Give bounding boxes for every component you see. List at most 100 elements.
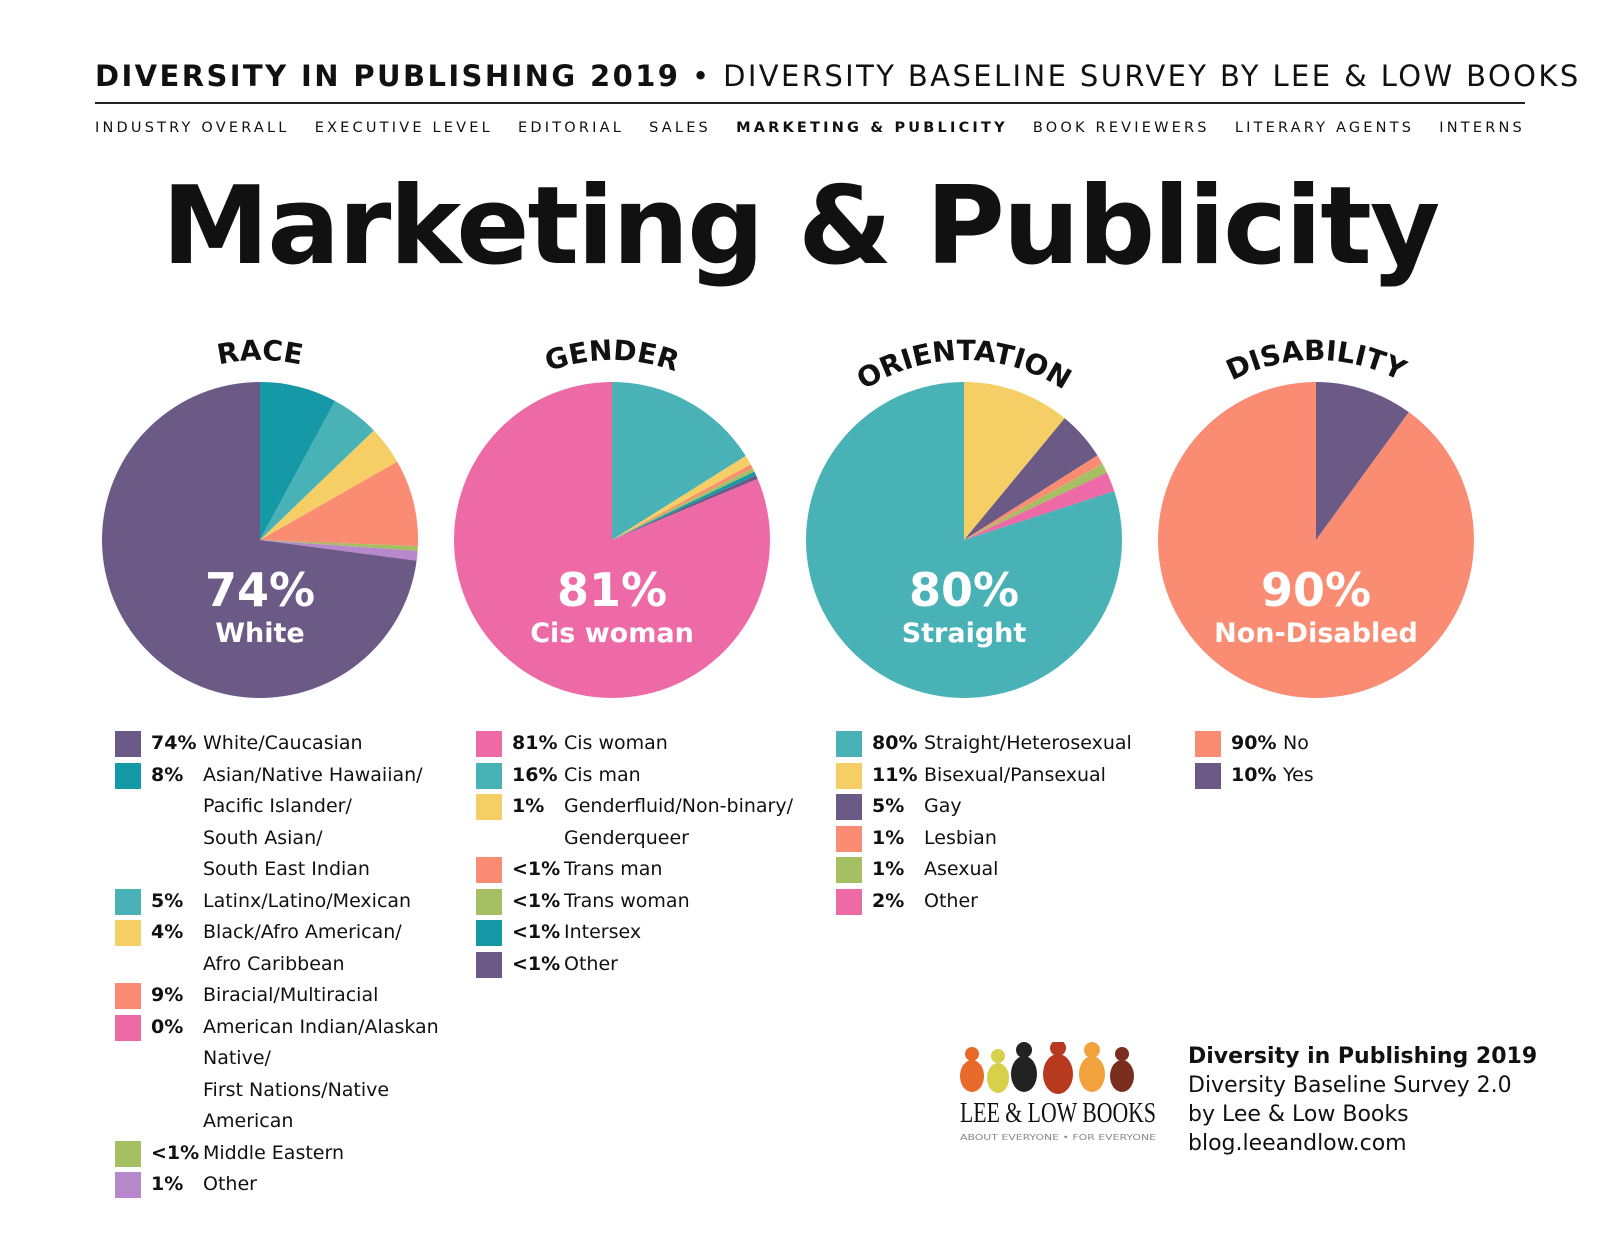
- legend-label: Yes: [1283, 763, 1314, 786]
- legend-swatch: [476, 762, 502, 789]
- legend-race: 74% White/Caucasian 8% Asian/Native Hawaiia…: [115, 728, 455, 1201]
- header-title: DIVERSITY IN PUBLISHING 2019 • DIVERSITY…: [95, 58, 1578, 94]
- legend-percent: 74%: [151, 732, 197, 754]
- legend-percent: 1%: [872, 826, 905, 849]
- legend-label: Black/Afro American/ Afro Caribbean: [203, 921, 402, 975]
- legend-item: 9% Biracial/Multiracial: [115, 980, 455, 1012]
- tab-book-reviewers[interactable]: BOOK REVIEWERS: [1032, 120, 1210, 136]
- legend-percent: 5%: [151, 889, 184, 912]
- chart-title-gender: GENDER: [541, 334, 683, 378]
- legend-label: Genderfluid/Non-binary/ Genderqueer: [564, 795, 793, 849]
- center-value-orientation: 80%: [909, 563, 1019, 617]
- legend-item: 0% American Indian/Alaskan Native/ First …: [115, 1012, 455, 1138]
- legend-gender: 81% Cis woman 16% Cis man 1% Genderfluid/Non-…: [476, 728, 816, 980]
- legend-swatch: [476, 731, 502, 757]
- pie-charts: RACE 74%White GENDER 81%Cis woman ORIENTATIO…: [101, 334, 1474, 698]
- legend-percent: <1%: [512, 889, 561, 912]
- legend-swatch: [476, 857, 502, 883]
- legend-label: Lesbian: [924, 826, 997, 849]
- legend-label: No: [1283, 732, 1309, 754]
- tab-sales[interactable]: SALES: [649, 120, 711, 136]
- pie-race: RACE 74%White: [101, 334, 418, 698]
- page-title: Marketing & Publicity: [161, 164, 1440, 289]
- legend-label: Bisexual/Pansexual: [924, 763, 1106, 786]
- tab-literary-agents[interactable]: LITERARY AGENTS: [1234, 120, 1415, 136]
- slice-other: [612, 475, 758, 540]
- legend-item: 1% Other: [115, 1169, 455, 1201]
- pie-gender: GENDER 81%Cis woman: [454, 334, 771, 698]
- legend-swatch: [115, 920, 141, 946]
- header-divider: [95, 102, 1525, 104]
- slice-trans-man: [612, 464, 753, 540]
- slice-asian-native-hawaiian-pacific-islander-s: [260, 382, 336, 540]
- legend-label: Biracial/Multiracial: [203, 984, 379, 1006]
- legend-percent: 8%: [151, 763, 184, 786]
- legend-label: Cis woman: [564, 732, 668, 754]
- lee-low-logo: LEE & LOW BOOKS ABOUT EVERYONE • FOR EVE…: [960, 1042, 1156, 1142]
- slice-biracial-multiracial: [260, 461, 418, 547]
- legend-item: 90% No: [1195, 728, 1495, 760]
- legend-label: American Indian/Alaskan Native/ First Na…: [203, 1015, 439, 1133]
- legend-label: Middle Eastern: [203, 1141, 345, 1164]
- center-value-gender: 81%: [557, 563, 667, 617]
- slice-cis-man: [612, 382, 746, 540]
- legend-percent: 90%: [1231, 732, 1277, 754]
- legend-percent: 9%: [151, 984, 184, 1006]
- legend-item: <1% Intersex: [476, 917, 816, 949]
- legend-percent: 1%: [872, 858, 905, 880]
- slice-asexual: [964, 463, 1107, 540]
- legend-swatch: [115, 1140, 141, 1167]
- tab-executive-level[interactable]: EXECUTIVE LEVEL: [314, 120, 493, 136]
- slice-intersex: [612, 471, 757, 540]
- legend-label: Asian/Native Hawaiian/ Pacific Islander/…: [203, 763, 423, 881]
- slice-trans-woman: [612, 468, 755, 540]
- legend-percent: 16%: [512, 763, 558, 786]
- section-nav: INDUSTRY OVERALL EXECUTIVE LEVEL EDITORI…: [95, 116, 1525, 140]
- legend-item: 5% Latinx/Latino/Mexican: [115, 886, 455, 918]
- footer-credits: Diversity in Publishing 2019 Diversity B…: [1188, 1042, 1588, 1158]
- legend-swatch: [836, 794, 862, 820]
- tab-interns[interactable]: INTERNS: [1439, 120, 1525, 136]
- legend-percent: <1%: [151, 1141, 200, 1164]
- legend-label: White/Caucasian: [203, 732, 363, 754]
- slice-gay: [964, 418, 1098, 540]
- center-value-disability: 90%: [1261, 563, 1371, 617]
- legend-item: 74% White/Caucasian: [115, 728, 455, 760]
- tab-marketing-publicity[interactable]: MARKETING & PUBLICITY: [736, 120, 1008, 136]
- legend-item: 8% Asian/Native Hawaiian/ Pacific Islande…: [115, 760, 455, 886]
- slice-black-afro-american-afro-caribbean: [260, 430, 398, 540]
- footer-url[interactable]: blog.leeandlow.com: [1188, 1131, 1407, 1156]
- legend-percent: 81%: [512, 732, 558, 754]
- legend-item: 10% Yes: [1195, 760, 1495, 792]
- legend-swatch: [476, 951, 502, 978]
- legend-item: <1% Trans man: [476, 854, 816, 886]
- legend-label: Other: [564, 952, 618, 975]
- slice-other: [260, 540, 418, 561]
- legend-swatch: [1195, 731, 1221, 757]
- legend-percent: 10%: [1231, 763, 1277, 786]
- legend-label: Trans woman: [564, 889, 690, 912]
- legend-item: <1% Middle Eastern: [115, 1138, 455, 1170]
- center-label-orientation: Straight: [902, 618, 1027, 649]
- legend-swatch: [476, 794, 502, 820]
- legend-swatch: [476, 920, 502, 946]
- slice-other: [964, 472, 1115, 540]
- legend-percent: <1%: [512, 952, 561, 975]
- legend-percent: <1%: [512, 858, 561, 880]
- legend-label: Gay: [924, 795, 962, 817]
- legend-label: Straight/Heterosexual: [924, 732, 1132, 754]
- tab-industry-overall[interactable]: INDUSTRY OVERALL: [95, 120, 290, 136]
- slice-cis-woman: [454, 382, 771, 698]
- legend-label: Other: [924, 889, 978, 912]
- header-title-light: DIVERSITY BASELINE SURVEY BY LEE & LOW B…: [723, 59, 1581, 93]
- legend-item: 2% Other: [836, 886, 1166, 918]
- slice-yes: [1316, 382, 1409, 540]
- legend-item: 5% Gay: [836, 791, 1166, 823]
- header-separator: •: [680, 59, 724, 93]
- pie-disability: DISABILITY 90%Non-Disabled: [1157, 334, 1474, 698]
- tab-editorial[interactable]: EDITORIAL: [518, 120, 625, 136]
- slice-no: [1157, 382, 1474, 698]
- footer-line-3: by Lee & Low Books: [1188, 1102, 1409, 1127]
- slice-straight-heterosexual: [806, 382, 1123, 698]
- legend-item: 80% Straight/Heterosexual: [836, 728, 1166, 760]
